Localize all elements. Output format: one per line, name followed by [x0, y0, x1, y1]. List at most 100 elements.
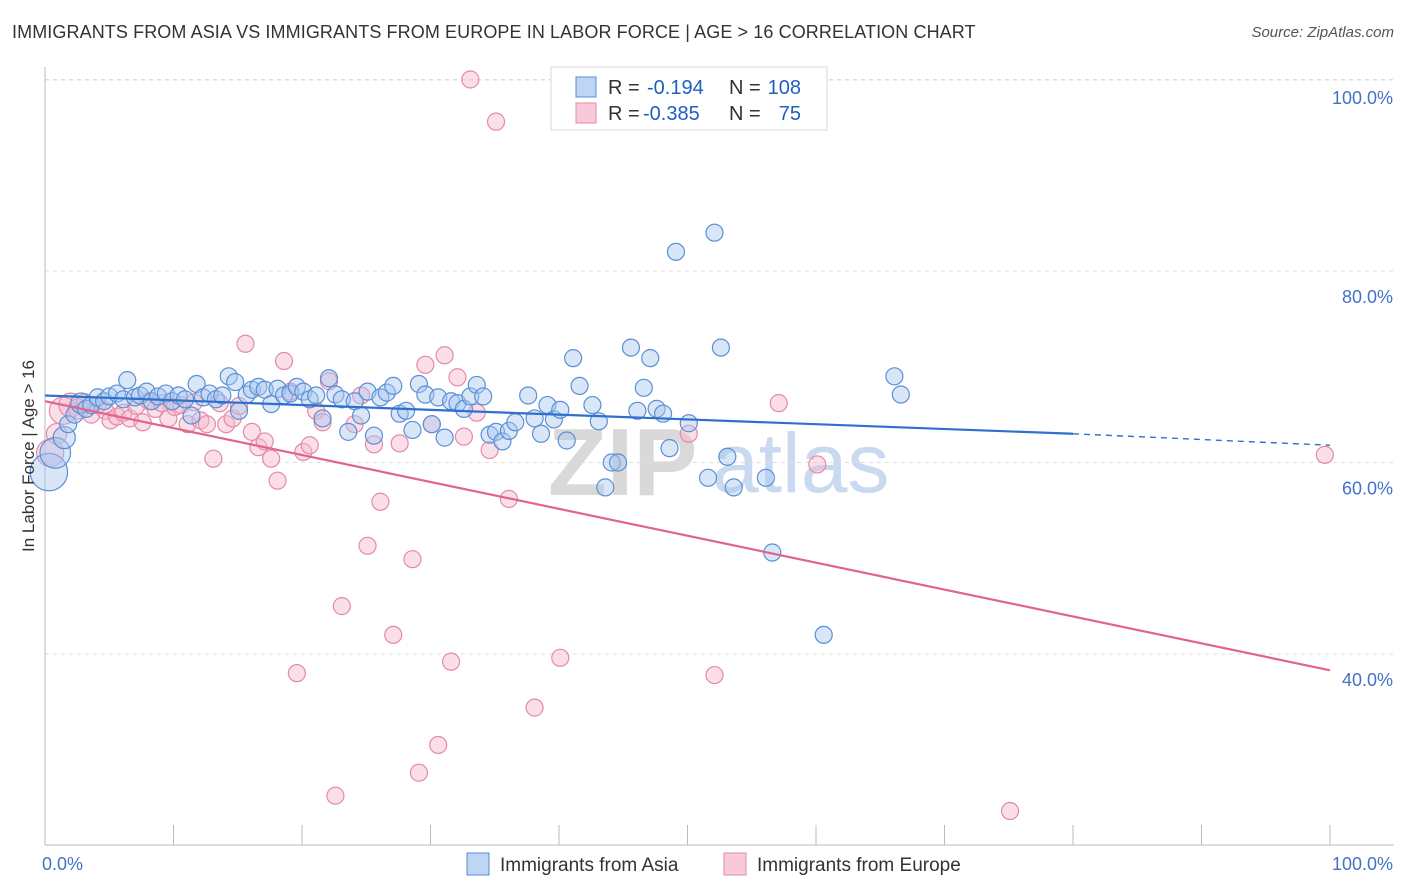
- asia-point: [705, 223, 724, 242]
- europe-point: [435, 346, 454, 365]
- asia-point: [377, 383, 396, 402]
- legend-r-value-asia: -0.194: [647, 77, 704, 99]
- asia-point: [461, 387, 480, 406]
- asia-point: [660, 439, 679, 458]
- asia-point: [39, 437, 72, 469]
- europe-point: [371, 492, 390, 511]
- y-axis-label: In Labor Force | Age > 16: [19, 360, 38, 552]
- x-tick-label-min: 0.0%: [42, 854, 83, 874]
- y-tick-labels: 40.0% 60.0% 80.0% 100.0%: [1332, 88, 1393, 690]
- europe-point: [326, 786, 345, 805]
- europe-point: [1000, 801, 1020, 821]
- asia-point: [307, 386, 326, 405]
- legend-box: [550, 66, 828, 131]
- asia-point: [339, 422, 358, 441]
- asia-point: [641, 349, 660, 368]
- chart-title: IMMIGRANTS FROM ASIA VS IMMIGRANTS FROM …: [12, 22, 976, 42]
- asia-point: [409, 374, 429, 394]
- asia-point: [718, 447, 737, 466]
- legend-n-label-asia: N =: [729, 77, 761, 99]
- grid-lines: [45, 79, 1394, 655]
- europe-point: [403, 550, 422, 569]
- europe-point: [551, 648, 570, 667]
- series-legend-swatch-asia: [466, 852, 490, 876]
- europe-point: [384, 625, 403, 644]
- asia-point: [486, 422, 506, 441]
- asia-point: [493, 432, 512, 451]
- europe-point: [448, 368, 467, 387]
- legend-n-value-asia: 108: [768, 77, 801, 99]
- axes: [44, 67, 1394, 846]
- europe-point: [441, 652, 461, 671]
- europe-point: [300, 436, 319, 455]
- legend-swatch-asia: [575, 76, 597, 98]
- asia-point: [698, 468, 718, 487]
- asia-point: [634, 378, 653, 397]
- asia-point: [59, 415, 78, 434]
- europe-point: [429, 735, 448, 755]
- legend-n-value-europe: 75: [779, 103, 801, 125]
- europe-point: [197, 415, 217, 434]
- asia-point: [666, 242, 686, 261]
- trend-lines: [44, 394, 1331, 672]
- asia-point: [474, 387, 493, 406]
- europe-point: [242, 422, 261, 441]
- asia-point: [384, 376, 403, 395]
- y-tick-label: 100.0%: [1332, 88, 1393, 108]
- asia-point: [403, 420, 422, 440]
- asia-point: [609, 453, 628, 472]
- y-tick-label: 40.0%: [1342, 670, 1393, 690]
- asia-point: [583, 395, 602, 415]
- series-legend: Immigrants from Asia Immigrants from Eur…: [466, 852, 961, 876]
- asia-point: [519, 386, 538, 405]
- asia-point: [570, 376, 589, 395]
- source-label: Source: ZipAtlas.com: [1251, 24, 1394, 41]
- europe-point: [262, 449, 281, 468]
- europe-point: [236, 334, 255, 353]
- asia-point: [364, 426, 384, 445]
- europe-point: [409, 763, 429, 782]
- asia-point: [396, 401, 416, 420]
- europe-point: [525, 698, 544, 717]
- correlation-legend: R = -0.194 N = 108 R = -0.385 N = 75: [550, 66, 828, 131]
- asia-point: [175, 390, 195, 409]
- asia-point: [724, 478, 743, 497]
- asia-point: [467, 375, 486, 395]
- asia-point: [226, 372, 245, 392]
- y-tick-label: 60.0%: [1342, 479, 1393, 499]
- asia-point: [319, 369, 339, 388]
- europe-point: [808, 455, 827, 474]
- asia-point: [621, 338, 641, 357]
- legend-r-label-europe: R =: [608, 103, 640, 125]
- asia-point: [313, 409, 332, 428]
- asia-point: [756, 468, 775, 487]
- europe-point: [486, 112, 506, 131]
- asia-point: [65, 405, 84, 424]
- europe-point: [480, 440, 499, 460]
- legend-n-label-europe: N =: [729, 103, 761, 125]
- asia-point: [229, 401, 249, 420]
- asia-point: [118, 371, 137, 390]
- legend-swatch-europe: [575, 102, 597, 124]
- europe-point: [358, 536, 377, 555]
- trend-line-asia-extension: [1072, 433, 1331, 446]
- asia-point: [814, 625, 833, 644]
- trend-line-asia: [44, 394, 1074, 435]
- asia-point: [557, 431, 576, 450]
- europe-point: [332, 597, 351, 616]
- europe-point: [274, 351, 294, 371]
- watermark: ZIP atlas: [548, 409, 889, 516]
- europe-point: [1315, 445, 1334, 464]
- asia-point: [29, 452, 69, 492]
- asia-point: [352, 406, 371, 425]
- europe-point: [461, 70, 480, 89]
- legend-r-label-asia: R =: [608, 77, 640, 99]
- europe-point: [268, 471, 287, 490]
- series-legend-swatch-europe: [723, 852, 747, 876]
- europe-point: [454, 427, 474, 446]
- asia-point: [564, 349, 583, 368]
- asia-point: [213, 386, 232, 405]
- asia-point: [422, 415, 441, 434]
- europe-point: [204, 449, 223, 468]
